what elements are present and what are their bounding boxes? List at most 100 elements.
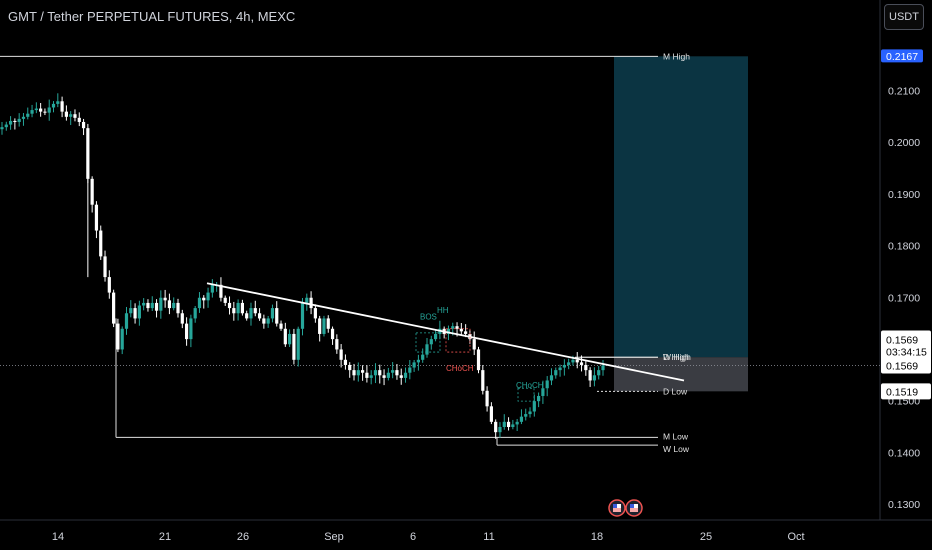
candle-body: [489, 406, 493, 422]
candle-body: [386, 372, 390, 378]
candle-body: [202, 297, 206, 301]
candle-body: [64, 111, 68, 117]
candle-body: [56, 101, 60, 104]
candle-body: [167, 300, 172, 309]
candle-body: [528, 411, 532, 415]
candle-body: [73, 114, 77, 118]
candle-body: [253, 308, 257, 314]
candle-body: [322, 318, 326, 334]
candle-body: [99, 230, 103, 257]
candle-body: [34, 108, 38, 111]
candle-body: [416, 359, 421, 363]
x-tick-label: 14: [52, 531, 64, 543]
x-tick-label: 26: [237, 531, 249, 543]
choch-down-box: [445, 328, 471, 353]
x-tick-label: 11: [483, 531, 494, 543]
candle-body: [378, 370, 382, 376]
candle-body: [219, 284, 223, 298]
candle-body: [532, 401, 536, 412]
candle-body: [382, 375, 386, 378]
candle-body: [335, 339, 339, 350]
candle-body: [193, 308, 197, 319]
y-tick-label: 0.2100: [888, 85, 920, 97]
position-stop-zone: [614, 357, 748, 392]
candle-body: [300, 302, 305, 329]
candle-body: [279, 323, 283, 329]
candle-body: [0, 127, 4, 130]
candle-body: [129, 308, 133, 314]
candle-body: [39, 108, 43, 112]
candle-body: [575, 359, 579, 363]
candle-body: [240, 302, 244, 314]
candle-body: [451, 326, 455, 329]
candle-body: [305, 297, 309, 303]
candle-body: [154, 302, 159, 311]
price-marker-label: 0.1519: [886, 386, 918, 398]
x-tick-label: 18: [591, 531, 603, 543]
candle-body: [309, 297, 313, 309]
annotation-bos: BOS: [420, 313, 437, 322]
candle-body: [137, 305, 141, 319]
candle-body: [567, 362, 571, 365]
candle-body: [189, 318, 193, 340]
candle-body: [150, 302, 154, 309]
candle-body: [133, 308, 137, 319]
y-tick-label: 0.1400: [888, 447, 920, 459]
price-marker-current-line: [881, 357, 931, 374]
price-marker-d-low: [881, 383, 931, 400]
candle-body: [343, 359, 348, 365]
candle-body: [395, 370, 399, 376]
candle-body: [266, 318, 270, 324]
candle-body: [511, 424, 515, 428]
candle-body: [51, 103, 56, 108]
candle-body: [537, 395, 541, 402]
candle-body: [584, 364, 588, 371]
candle-body: [223, 297, 227, 303]
level-label-m-low: M Low: [663, 431, 689, 441]
candle-body: [142, 302, 146, 306]
candle-body: [356, 370, 360, 376]
candle-body: [554, 370, 558, 376]
level-label-w-low: W Low: [663, 444, 690, 454]
annotation-hh: HH: [437, 306, 449, 315]
candle-body: [464, 331, 468, 334]
candle-body: [498, 427, 502, 433]
candle-body: [8, 120, 13, 125]
candle-body: [292, 333, 296, 360]
candle-body: [249, 308, 253, 319]
candle-body: [184, 323, 189, 340]
candle-body: [90, 178, 94, 205]
price-marker-m-high: [881, 49, 923, 63]
candle-body: [588, 370, 592, 381]
candle-body: [361, 370, 365, 373]
candle-body: [459, 328, 463, 332]
candle-body: [524, 414, 528, 417]
candle-body: [17, 118, 21, 122]
x-tick-label: 21: [159, 531, 171, 543]
candle-body: [69, 114, 73, 117]
candle-body: [369, 375, 373, 378]
candle-body: [146, 302, 150, 309]
candle-body: [206, 292, 210, 301]
candle-body: [296, 328, 300, 360]
chart-title: GMT / Tether PERPETUAL FUTURES, 4h, MEXC: [8, 9, 296, 24]
level-label-d-low: D Low: [663, 386, 688, 396]
y-tick-label: 0.2000: [888, 137, 920, 149]
candle-body: [506, 421, 511, 428]
candle-body: [236, 302, 240, 314]
candle-body: [159, 297, 163, 311]
countdown-label: 03:34:15: [886, 346, 927, 358]
annotation-choch: CHoCH: [516, 381, 544, 390]
candle-body: [81, 121, 86, 129]
candle-body: [476, 349, 481, 371]
level-label-w-high: W High: [663, 352, 691, 362]
x-tick-label: 25: [700, 531, 712, 543]
candle-body: [270, 308, 275, 319]
candle-body: [592, 375, 597, 381]
candle-body: [257, 313, 262, 319]
candle-body: [412, 362, 416, 368]
y-tick-label: 0.1900: [888, 189, 920, 201]
choch-up-box: [517, 387, 535, 402]
currency-button[interactable]: USDT: [884, 4, 924, 30]
